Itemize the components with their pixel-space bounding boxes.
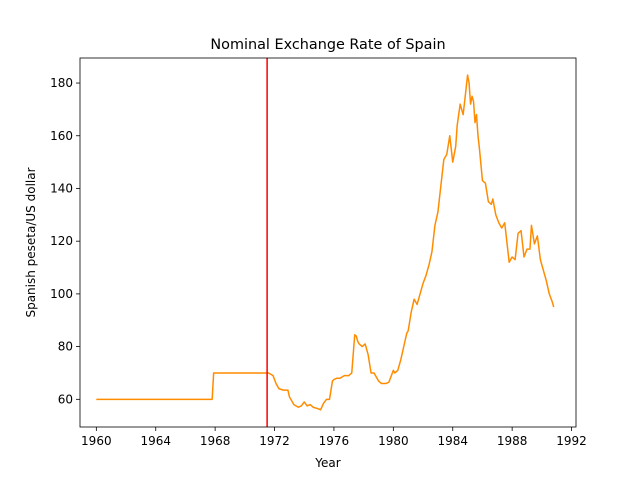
y-axis: 60 80 100 120 140 160 180	[50, 76, 80, 406]
x-tick-label: 1968	[200, 434, 231, 448]
y-tick-label: 140	[50, 181, 73, 195]
y-tick-label: 80	[58, 340, 73, 354]
x-tick-label: 1980	[378, 434, 409, 448]
x-tick-label: 1992	[556, 434, 587, 448]
axes-frame	[79, 57, 577, 428]
y-tick-label: 180	[50, 76, 73, 90]
x-tick-label: 1976	[319, 434, 350, 448]
plot-area	[96, 58, 555, 427]
series-line-0	[96, 74, 555, 411]
x-tick-label: 1984	[437, 434, 468, 448]
x-axis: 1960 1964 1968 1972 1976 1980 1984 1988 1992	[81, 427, 587, 448]
x-tick-label: 1960	[81, 434, 112, 448]
x-axis-label: Year	[314, 456, 340, 470]
x-tick-label: 1988	[497, 434, 528, 448]
y-tick-label: 160	[50, 129, 73, 143]
chart-title: Nominal Exchange Rate of Spain	[210, 37, 445, 53]
y-tick-label: 120	[50, 234, 73, 248]
y-tick-label: 100	[50, 287, 73, 301]
y-tick-label: 60	[58, 392, 73, 406]
y-axis-label: Spanish peseta/US dollar	[24, 167, 38, 317]
x-tick-label: 1964	[140, 434, 171, 448]
x-tick-label: 1972	[259, 434, 290, 448]
